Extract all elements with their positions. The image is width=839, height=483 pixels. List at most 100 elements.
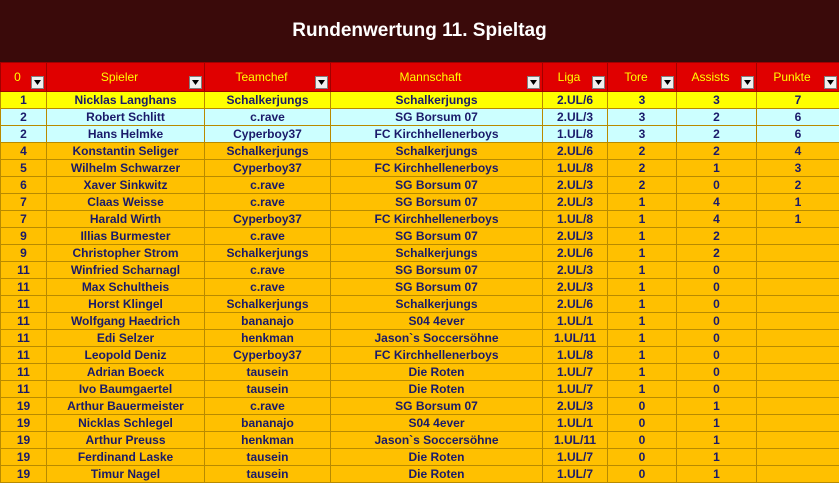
tore-cell: 3 <box>607 91 677 109</box>
punkte-cell: 6 <box>756 108 839 126</box>
spieler-cell: Arthur Bauermeister <box>46 397 205 415</box>
rank-cell: 9 <box>0 227 47 245</box>
punkte-cell: 1 <box>756 210 839 228</box>
tore-cell: 0 <box>607 448 677 466</box>
teamchef-cell: Schalkerjungs <box>204 142 331 160</box>
filter-dropdown-icon[interactable] <box>824 76 837 89</box>
liga-cell: 2.UL/3 <box>542 108 608 126</box>
punkte-cell <box>756 244 839 262</box>
rank-cell: 11 <box>0 363 47 381</box>
tore-cell: 1 <box>607 363 677 381</box>
tore-cell: 1 <box>607 295 677 313</box>
spieler-cell: Hans Helmke <box>46 125 205 143</box>
spieler-cell: Winfried Scharnagl <box>46 261 205 279</box>
filter-dropdown-icon[interactable] <box>315 76 328 89</box>
liga-cell: 2.UL/6 <box>542 91 608 109</box>
liga-cell: 2.UL/6 <box>542 295 608 313</box>
liga-cell: 2.UL/6 <box>542 142 608 160</box>
mannschaft-cell: SG Borsum 07 <box>330 176 543 194</box>
tore-cell: 1 <box>607 244 677 262</box>
spieler-cell: Nicklas Langhans <box>46 91 205 109</box>
teamchef-cell: c.rave <box>204 193 331 211</box>
assists-cell: 1 <box>676 159 757 177</box>
table-row: 2 Hans Helmke Cyperboy37 FC Kirchhellenerbo… <box>0 125 839 143</box>
teamchef-cell: c.rave <box>204 397 331 415</box>
assists-cell: 2 <box>676 142 757 160</box>
filter-dropdown-icon[interactable] <box>189 76 202 89</box>
assists-cell: 2 <box>676 227 757 245</box>
liga-cell: 2.UL/3 <box>542 261 608 279</box>
mannschaft-cell: SG Borsum 07 <box>330 227 543 245</box>
rank-cell: 11 <box>0 261 47 279</box>
title-bar: Rundenwertung 11. Spieltag <box>0 0 839 62</box>
rank-cell: 11 <box>0 312 47 330</box>
punkte-cell <box>756 329 839 347</box>
punkte-cell <box>756 397 839 415</box>
assists-cell: 3 <box>676 91 757 109</box>
assists-cell: 1 <box>676 448 757 466</box>
table-row: 19 Ferdinand Laske tausein Die Roten 1.UL/7 0… <box>0 448 839 466</box>
table-row: 19 Arthur Bauermeister c.rave SG Borsum 07 2… <box>0 397 839 415</box>
table-row: 19 Nicklas Schlegel bananajo S04 4ever 1.UL/… <box>0 414 839 432</box>
tore-cell: 1 <box>607 227 677 245</box>
punkte-cell <box>756 448 839 466</box>
assists-cell: 0 <box>676 261 757 279</box>
standings-table: 0 Spieler Teamchef Mannschaft Liga Tore … <box>0 62 839 483</box>
teamchef-cell: tausein <box>204 448 331 466</box>
spieler-cell: Ferdinand Laske <box>46 448 205 466</box>
liga-cell: 1.UL/8 <box>542 159 608 177</box>
assists-cell: 2 <box>676 244 757 262</box>
punkte-cell <box>756 227 839 245</box>
teamchef-cell: Schalkerjungs <box>204 91 331 109</box>
assists-cell: 1 <box>676 397 757 415</box>
page-title: Rundenwertung 11. Spieltag <box>292 20 547 41</box>
spieler-cell: Wolfgang Haedrich <box>46 312 205 330</box>
mannschaft-cell: SG Borsum 07 <box>330 193 543 211</box>
table-row: 7 Claas Weisse c.rave SG Borsum 07 2.UL/3 1 4 1 <box>0 193 839 211</box>
header-liga: Liga <box>542 62 608 92</box>
assists-cell: 0 <box>676 363 757 381</box>
liga-cell: 1.UL/8 <box>542 125 608 143</box>
teamchef-cell: c.rave <box>204 278 331 296</box>
header-punkte: Punkte <box>756 62 839 92</box>
tore-cell: 2 <box>607 176 677 194</box>
liga-cell: 2.UL/3 <box>542 227 608 245</box>
filter-dropdown-icon[interactable] <box>741 76 754 89</box>
assists-cell: 0 <box>676 295 757 313</box>
header-label: Liga <box>557 70 581 84</box>
teamchef-cell: Cyperboy37 <box>204 210 331 228</box>
assists-cell: 0 <box>676 380 757 398</box>
assists-cell: 0 <box>676 346 757 364</box>
filter-dropdown-icon[interactable] <box>592 76 605 89</box>
teamchef-cell: c.rave <box>204 227 331 245</box>
table-row: 11 Leopold Deniz Cyperboy37 FC Kirchhellene… <box>0 346 839 364</box>
table-row: 11 Max Schultheis c.rave SG Borsum 07 2.UL/3… <box>0 278 839 296</box>
header-label: Tore <box>624 70 648 84</box>
punkte-cell: 2 <box>756 176 839 194</box>
table-row: 11 Ivo Baumgaertel tausein Die Roten 1.UL/7 1… <box>0 380 839 398</box>
header-row: 0 Spieler Teamchef Mannschaft Liga Tore … <box>0 62 839 92</box>
liga-cell: 1.UL/8 <box>542 346 608 364</box>
filter-dropdown-icon[interactable] <box>661 76 674 89</box>
tore-cell: 1 <box>607 278 677 296</box>
filter-dropdown-icon[interactable] <box>31 76 44 89</box>
mannschaft-cell: FC Kirchhellenerboys <box>330 210 543 228</box>
mannschaft-cell: Schalkerjungs <box>330 142 543 160</box>
liga-cell: 1.UL/7 <box>542 448 608 466</box>
table-row: 9 Illias Burmester c.rave SG Borsum 07 2.UL/… <box>0 227 839 245</box>
assists-cell: 1 <box>676 465 757 483</box>
header-rank: 0 <box>0 62 47 92</box>
mannschaft-cell: Die Roten <box>330 363 543 381</box>
spieler-cell: Illias Burmester <box>46 227 205 245</box>
assists-cell: 0 <box>676 176 757 194</box>
header-label: Mannschaft <box>399 70 462 84</box>
teamchef-cell: henkman <box>204 329 331 347</box>
header-label: Spieler <box>100 70 139 84</box>
mannschaft-cell: FC Kirchhellenerboys <box>330 125 543 143</box>
spieler-cell: Arthur Preuss <box>46 431 205 449</box>
table-row: 19 Arthur Preuss henkman Jason`s Soccersöhn… <box>0 431 839 449</box>
rank-cell: 1 <box>0 91 47 109</box>
filter-dropdown-icon[interactable] <box>527 76 540 89</box>
mannschaft-cell: SG Borsum 07 <box>330 261 543 279</box>
punkte-cell <box>756 363 839 381</box>
